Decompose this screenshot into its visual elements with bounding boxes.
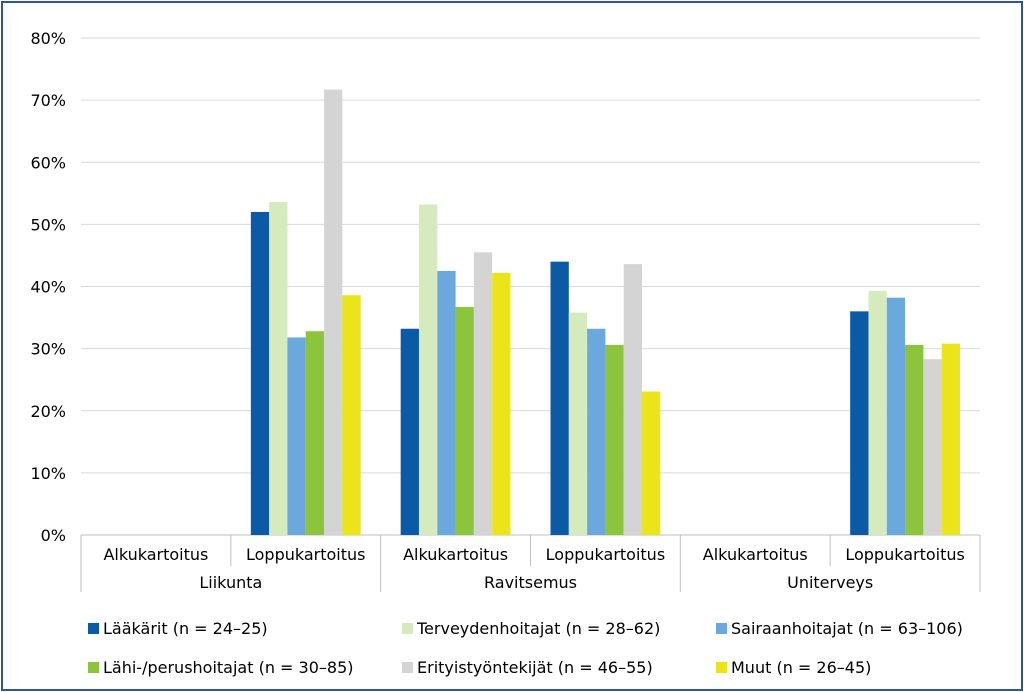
bar	[550, 261, 569, 535]
legend-label: Erityistyöntekijät (n = 46–55)	[417, 658, 653, 677]
bar	[269, 202, 288, 535]
y-tick-label: 20%	[30, 402, 66, 421]
legend-swatch	[402, 662, 413, 673]
x-group-label: Liikunta	[199, 573, 262, 592]
y-tick-label: 10%	[30, 464, 66, 483]
bar	[324, 89, 343, 535]
bar	[400, 328, 419, 535]
bar	[623, 264, 643, 535]
bar	[886, 297, 906, 535]
bar	[941, 343, 960, 535]
bar	[342, 295, 361, 535]
bar	[850, 311, 869, 535]
bar	[418, 204, 438, 535]
x-category-label: Alkukartoitus	[403, 545, 508, 564]
legend-swatch	[402, 623, 413, 634]
y-tick-label: 0%	[41, 526, 66, 545]
legend-label: Lääkärit (n = 24–25)	[103, 619, 268, 638]
legend-swatch	[716, 623, 727, 634]
legend-label: Sairaanhoitajat (n = 63–106)	[731, 619, 963, 638]
bar	[587, 328, 606, 535]
x-category-label: Alkukartoitus	[703, 545, 808, 564]
bar	[455, 307, 474, 535]
bar	[437, 270, 456, 535]
bar	[923, 359, 942, 535]
legend-label: Muut (n = 26–45)	[731, 658, 871, 677]
x-category-label: Alkukartoitus	[103, 545, 208, 564]
y-tick-label: 50%	[30, 215, 66, 234]
x-group-label: Ravitsemus	[484, 573, 577, 592]
legend-swatch	[88, 623, 99, 634]
legend-swatch	[716, 662, 727, 673]
y-tick-label: 70%	[30, 91, 66, 110]
x-category-label: Loppukartoitus	[546, 545, 666, 564]
bar	[905, 344, 924, 535]
bar	[492, 272, 511, 535]
y-tick-label: 60%	[30, 153, 66, 172]
bar	[605, 344, 624, 535]
legend-label: Lähi-/perushoitajat (n = 30–85)	[103, 658, 354, 677]
legend-label: Terveydenhoitajat (n = 28–62)	[416, 619, 660, 638]
bar	[568, 312, 588, 535]
bar	[305, 331, 325, 535]
x-group-label: Uniterveys	[787, 573, 873, 592]
y-tick-label: 80%	[30, 29, 66, 48]
bar	[250, 211, 270, 535]
bar	[642, 391, 661, 535]
y-tick-label: 40%	[30, 278, 66, 297]
legend-swatch	[88, 662, 99, 673]
bar	[473, 252, 493, 535]
bar	[868, 290, 887, 535]
bar	[287, 337, 306, 535]
x-category-label: Loppukartoitus	[845, 545, 965, 564]
y-tick-label: 30%	[30, 340, 66, 359]
x-category-label: Loppukartoitus	[246, 545, 366, 564]
